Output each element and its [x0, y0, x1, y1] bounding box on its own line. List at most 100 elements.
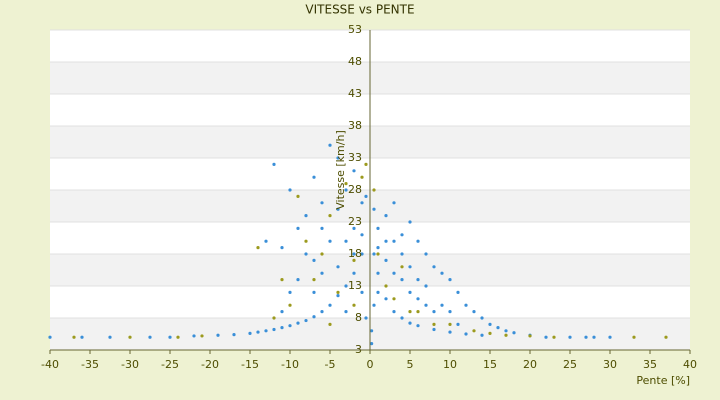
point — [416, 239, 420, 243]
y-tick-label: 18 — [348, 247, 362, 260]
point — [504, 329, 508, 333]
point — [376, 246, 380, 250]
point — [360, 290, 364, 294]
point — [248, 331, 252, 335]
point — [264, 239, 268, 243]
point — [352, 258, 356, 262]
point — [352, 271, 356, 275]
point — [232, 333, 236, 337]
point — [72, 335, 76, 339]
y-tick-label: 43 — [348, 87, 362, 100]
point — [288, 303, 292, 307]
point — [456, 322, 460, 326]
point — [432, 310, 436, 314]
point — [344, 284, 348, 288]
point — [108, 335, 112, 339]
y-axis-label: Vitesse [km/h] — [334, 130, 347, 210]
point — [480, 316, 484, 320]
point — [296, 321, 300, 325]
point — [504, 333, 508, 337]
point — [424, 303, 428, 307]
x-tick-label: 10 — [443, 358, 457, 371]
point — [272, 316, 276, 320]
point — [384, 284, 388, 288]
point — [384, 239, 388, 243]
point — [296, 278, 300, 282]
point — [336, 207, 340, 211]
point — [448, 310, 452, 314]
point — [264, 329, 268, 333]
point — [344, 182, 348, 186]
point — [320, 252, 324, 256]
point — [432, 322, 436, 326]
point — [296, 194, 300, 198]
point — [328, 143, 332, 147]
point — [176, 335, 180, 339]
point — [496, 326, 500, 330]
point — [352, 252, 356, 256]
point — [552, 335, 556, 339]
point — [592, 335, 596, 339]
point — [304, 318, 308, 323]
point — [312, 278, 316, 282]
point — [408, 321, 412, 325]
y-tick-label: 53 — [348, 23, 362, 36]
point — [360, 201, 364, 205]
point — [376, 252, 380, 256]
point — [344, 188, 348, 192]
point — [392, 201, 396, 205]
point — [288, 290, 292, 294]
point — [664, 335, 668, 339]
point — [336, 290, 340, 294]
x-tick-label: 35 — [643, 358, 657, 371]
point — [408, 290, 412, 294]
point — [456, 290, 460, 294]
point — [416, 310, 420, 314]
point — [416, 297, 420, 301]
point — [352, 303, 356, 307]
point — [320, 226, 324, 230]
point — [480, 333, 484, 337]
point — [384, 214, 388, 218]
point — [352, 226, 356, 230]
point — [128, 335, 132, 339]
point — [344, 310, 348, 314]
point — [320, 201, 324, 205]
point — [370, 329, 374, 333]
point — [416, 278, 420, 282]
x-tick-label: -30 — [121, 358, 139, 371]
x-tick-label: 15 — [483, 358, 497, 371]
x-tick-label: -15 — [241, 358, 259, 371]
point — [432, 327, 436, 332]
point — [392, 271, 396, 275]
point — [464, 303, 468, 307]
point — [472, 310, 476, 314]
point — [320, 271, 324, 275]
x-tick-label: -40 — [41, 358, 59, 371]
point — [416, 324, 420, 328]
x-tick-label: -20 — [201, 358, 219, 371]
x-tick-label: -5 — [325, 358, 336, 371]
point — [296, 226, 300, 230]
x-tick-label: 40 — [683, 358, 697, 371]
point — [280, 310, 284, 314]
point — [400, 265, 404, 269]
point — [80, 335, 84, 339]
point — [364, 316, 368, 320]
point — [352, 169, 356, 173]
point — [408, 310, 412, 314]
point — [336, 156, 340, 160]
point — [448, 322, 452, 326]
point — [432, 265, 436, 269]
point — [400, 316, 404, 320]
point — [392, 297, 396, 301]
y-tick-label: 33 — [348, 151, 362, 164]
point — [288, 324, 292, 328]
y-tick-label: 38 — [348, 119, 362, 132]
point — [272, 327, 276, 332]
point — [320, 310, 324, 314]
point — [544, 335, 548, 339]
point — [304, 214, 308, 218]
point — [384, 258, 388, 262]
point — [372, 188, 376, 192]
